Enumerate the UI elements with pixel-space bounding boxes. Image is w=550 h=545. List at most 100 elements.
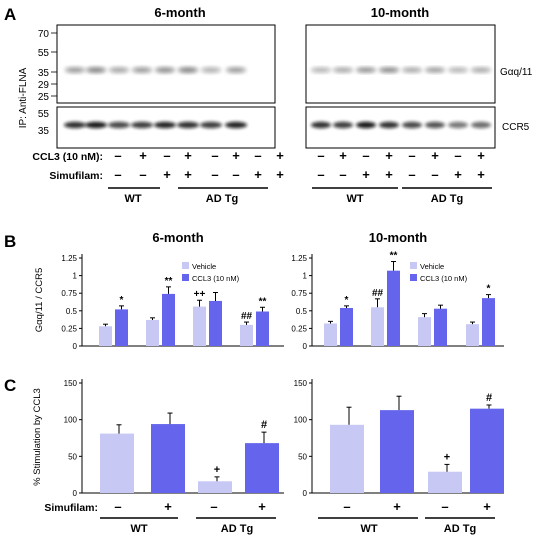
legend-swatch: [182, 262, 189, 269]
legend-label: CCL3 (10 nM): [420, 274, 468, 283]
blot-band: [311, 67, 331, 73]
chart-title-6-month: 6-month: [152, 230, 203, 245]
blot-band: [448, 121, 468, 129]
band-label-gaq11: Gαq/11: [500, 67, 533, 78]
simufilam-sign-c: –: [441, 499, 448, 514]
simufilam-sign: +: [385, 167, 393, 182]
group-label-adtg: AD Tg: [431, 193, 463, 205]
significance-marker: ##: [241, 311, 253, 322]
y-tick-label: 0.25: [61, 324, 77, 333]
treatment-signs-c: – + – + – + – +: [114, 499, 491, 514]
mw-marker: 55: [38, 109, 50, 120]
ccl3-sign: –: [163, 148, 170, 163]
significance-marker: ##: [372, 288, 384, 299]
simufilam-sign: +: [276, 167, 284, 182]
simufilam-sign: –: [431, 167, 438, 182]
ccl3-sign: –: [362, 148, 369, 163]
bar: [482, 298, 495, 346]
y-tick-label: 0: [303, 342, 308, 351]
simufilam-sign: –: [317, 167, 324, 182]
bar: [146, 319, 159, 346]
legend-label: CCL3 (10 nM): [192, 274, 240, 283]
blot-band: [155, 67, 175, 73]
simufilam-sign: +: [184, 167, 192, 182]
blot-band: [201, 67, 221, 73]
bar: [198, 481, 232, 493]
bar: [151, 424, 185, 493]
blot-band: [225, 121, 247, 129]
y-tick-label: 0.5: [296, 307, 308, 316]
blot-band: [471, 67, 491, 73]
bar: [340, 307, 353, 346]
simufilam-sign-c: +: [393, 499, 401, 514]
panel-label-a: A: [4, 5, 16, 24]
group-label-wt: WT: [346, 193, 363, 205]
y-tick-label: 50: [298, 452, 307, 461]
simufilam-row-label: Simufilam:: [49, 170, 103, 182]
y-tick-label: 1.25: [291, 254, 307, 263]
group-label-adtg-c: AD Tg: [221, 523, 253, 535]
y-tick-label: 50: [68, 452, 77, 461]
simufilam-sign-c: –: [343, 499, 350, 514]
y-tick-label: 150: [64, 379, 78, 388]
panel-label-b: B: [4, 232, 16, 251]
ccl3-sign: –: [408, 148, 415, 163]
bar: [428, 471, 462, 493]
chart-title-10-month: 10-month: [369, 230, 428, 245]
simufilam-sign: –: [139, 167, 146, 182]
group-label-wt-c: WT: [360, 523, 377, 535]
bar: [256, 311, 269, 346]
bar: [470, 408, 504, 493]
bar: [115, 309, 128, 346]
y-tick-label: 0: [303, 489, 308, 498]
blot-band: [65, 67, 85, 73]
significance-marker: +: [444, 451, 450, 463]
simufilam-sign: –: [211, 167, 218, 182]
blot-band: [200, 121, 222, 129]
blot-band: [178, 67, 198, 73]
mw-marker: 55: [38, 48, 50, 59]
simufilam-sign: +: [477, 167, 485, 182]
blot-band: [154, 121, 176, 129]
bar-chart-stim-10-month: 0 50 100 150 + #: [294, 379, 504, 498]
y-tick-label: 100: [294, 416, 308, 425]
blot-band: [86, 67, 106, 73]
mw-marker: 35: [38, 126, 50, 137]
group-label-adtg-c: AD Tg: [444, 523, 476, 535]
western-blot-bands: [64, 67, 491, 129]
ccl3-sign: +: [431, 148, 439, 163]
blot-band: [333, 67, 353, 73]
ccl3-sign: +: [339, 148, 347, 163]
legend-swatch: [410, 262, 417, 269]
bar: [371, 307, 384, 346]
chart-y-label: % Stimulation by CCL3: [32, 388, 43, 486]
bar: [245, 443, 279, 493]
simufilam-sign-c: +: [258, 499, 266, 514]
blot-band: [333, 121, 353, 129]
blot-band: [402, 121, 422, 129]
legend-swatch: [182, 274, 189, 281]
treatment-signs: ––+––+++––+––+++––+––+++––+––+++: [114, 148, 485, 182]
y-tick-label: 150: [294, 379, 308, 388]
group-label-wt: WT: [124, 193, 141, 205]
blot-band: [311, 121, 331, 129]
blot-title-6-month: 6-month: [154, 5, 205, 20]
ccl3-sign: –: [317, 148, 324, 163]
significance-marker: +: [214, 464, 220, 476]
simufilam-sign: +: [254, 167, 262, 182]
blot-band: [356, 67, 376, 73]
simufilam-sign-c: –: [210, 499, 217, 514]
blot-title-10-month: 10-month: [371, 5, 430, 20]
group-label-adtg: AD Tg: [206, 193, 238, 205]
blot-band: [356, 121, 376, 129]
significance-marker: ++: [194, 289, 206, 300]
ccl3-sign: –: [211, 148, 218, 163]
blot-box-10m-ccr5: [305, 106, 496, 149]
bar: [330, 424, 364, 493]
bar: [193, 306, 206, 346]
legend-label: Vehicle: [420, 262, 444, 271]
y-tick-label: 100: [64, 416, 78, 425]
significance-marker: #: [486, 392, 492, 404]
y-tick-label: 0: [73, 489, 78, 498]
